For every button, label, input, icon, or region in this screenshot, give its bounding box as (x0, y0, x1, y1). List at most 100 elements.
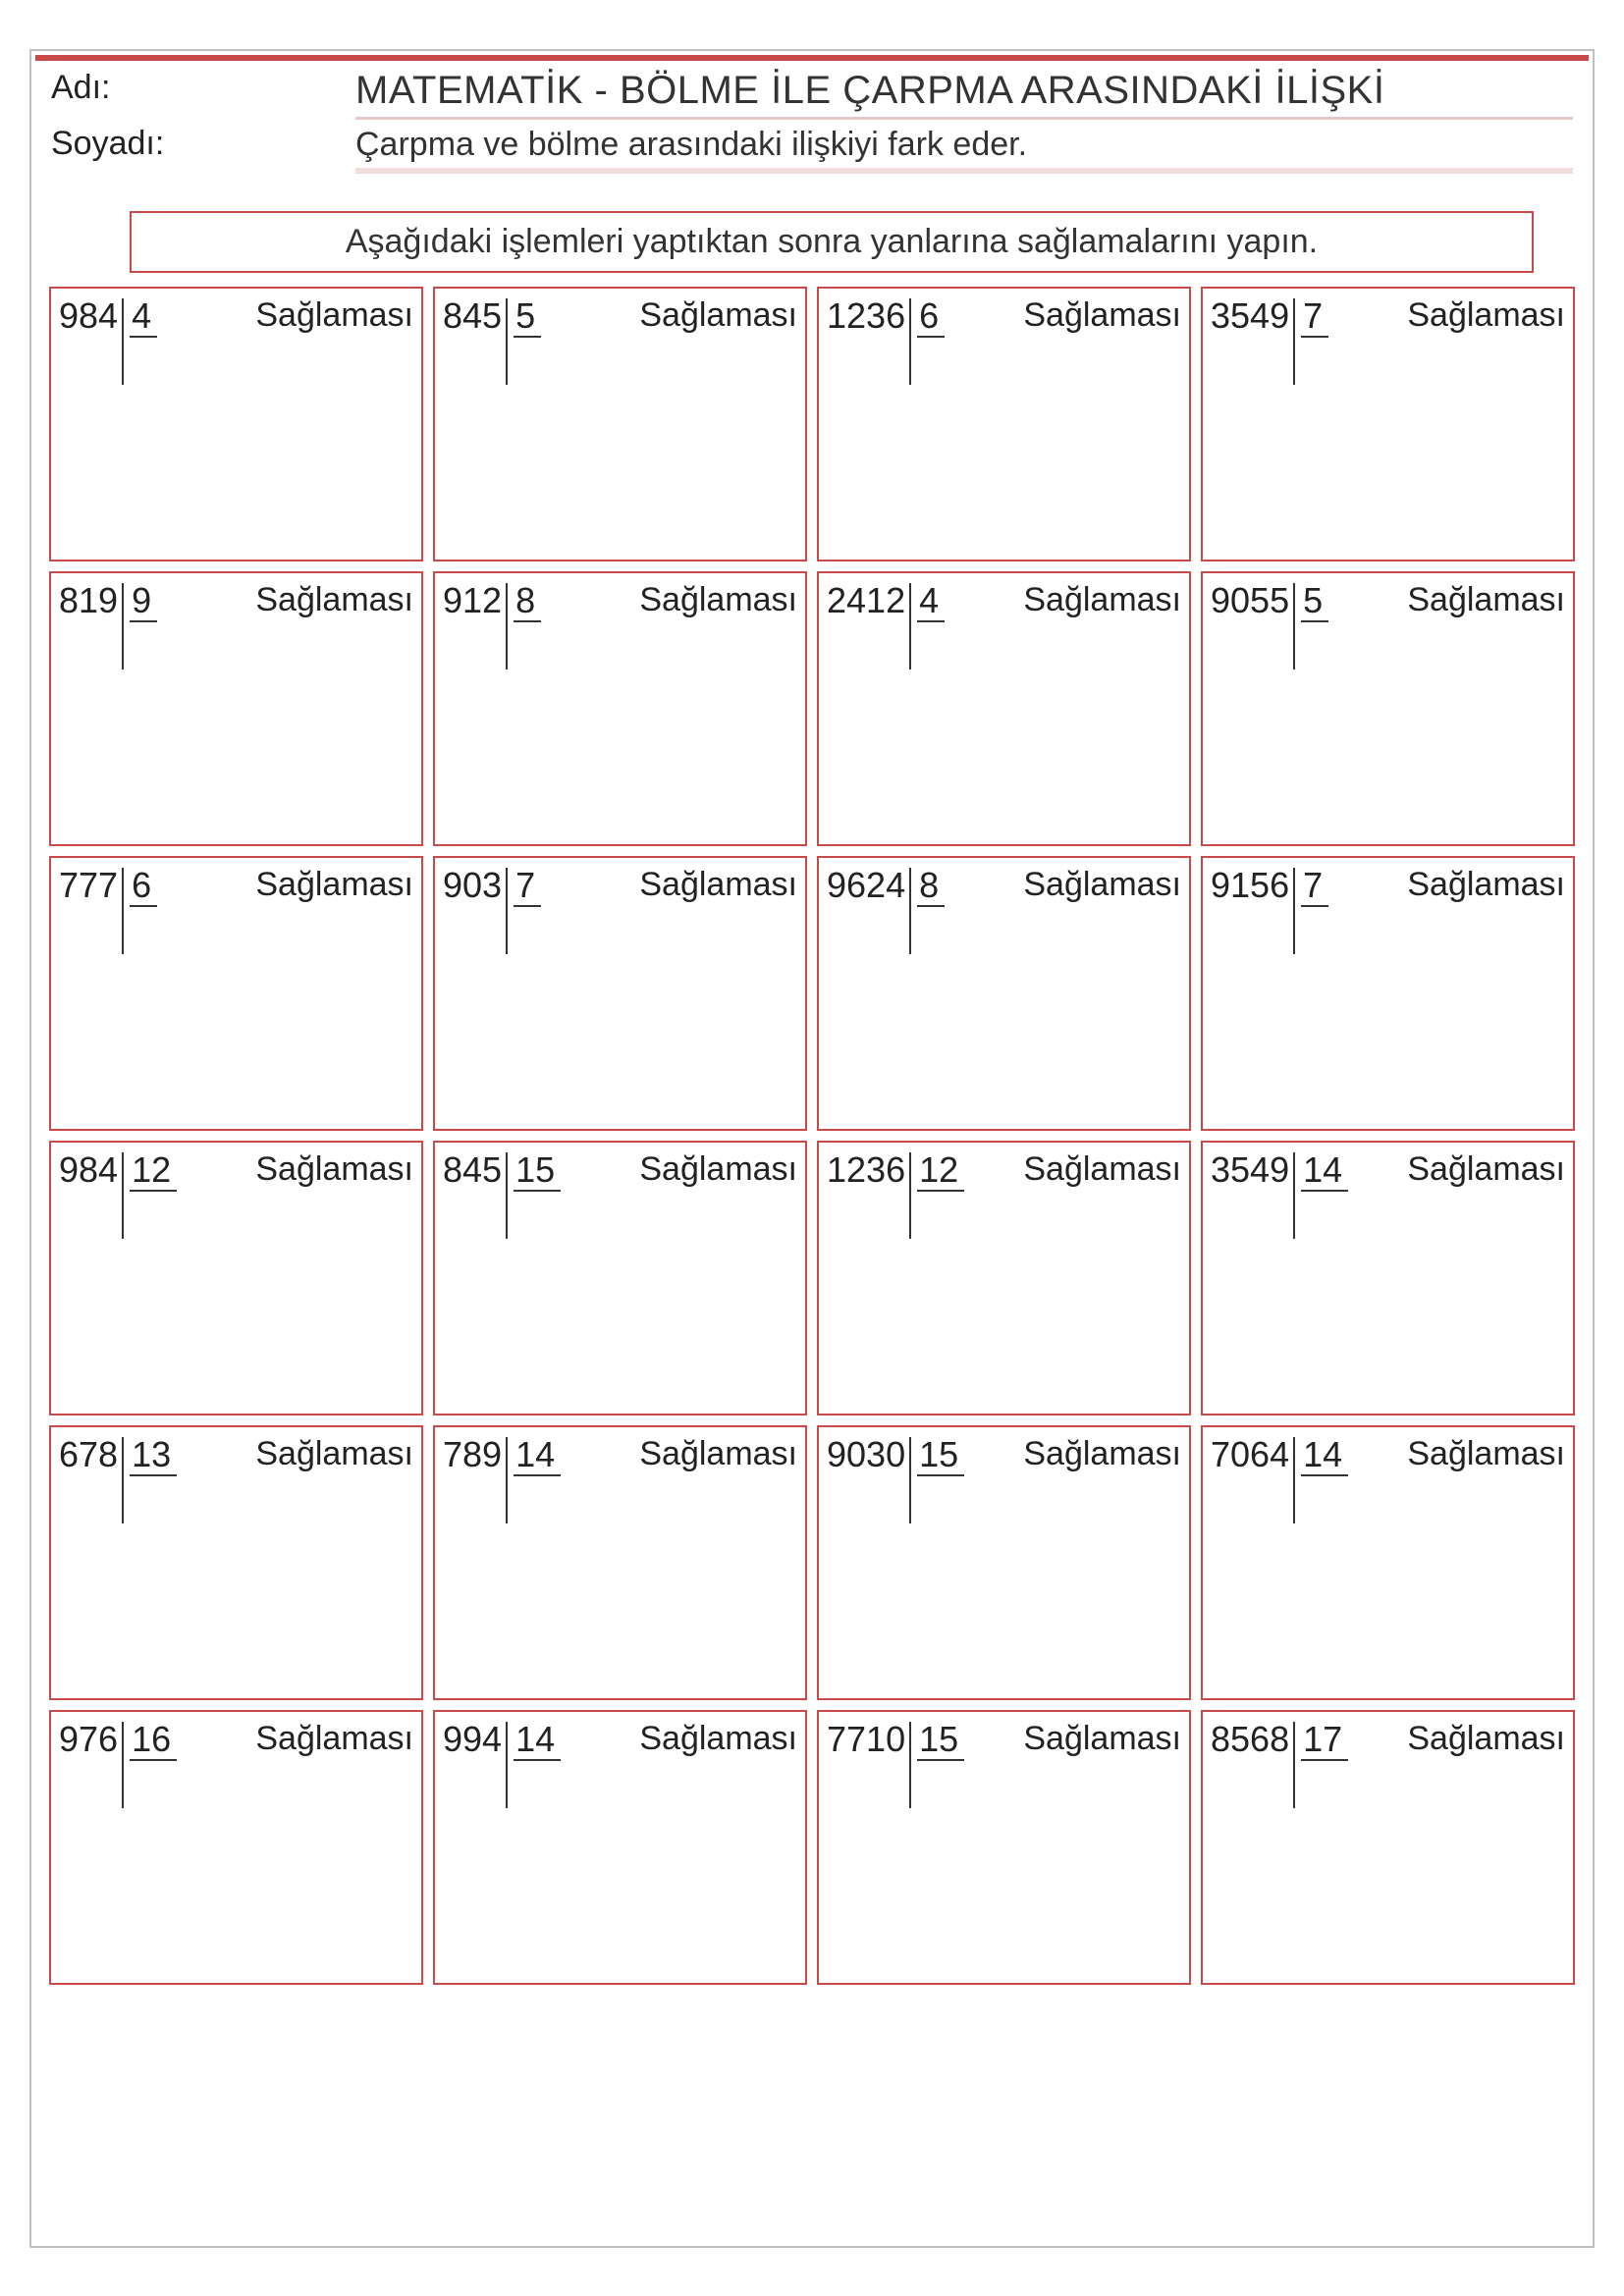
division-problem: 856817Sağlaması (1211, 1722, 1565, 1810)
check-label: Sağlaması (1395, 1722, 1565, 1755)
dividend: 994 (443, 1722, 506, 1757)
page-subtitle: Çarpma ve bölme arasındaki ilişkiyi fark… (355, 126, 1573, 174)
check-label: Sağlaması (627, 1152, 797, 1186)
check-label: Sağlaması (244, 868, 413, 901)
division-bracket: 14 (1293, 1152, 1342, 1241)
check-label: Sağlaması (1011, 1437, 1181, 1470)
check-label: Sağlaması (244, 298, 413, 332)
division-bracket: 5 (1293, 583, 1342, 671)
divisor: 12 (130, 1152, 177, 1192)
division-bracket: 16 (122, 1722, 171, 1810)
dividend: 903 (443, 868, 506, 903)
division-problem: 67813Sağlaması (59, 1437, 413, 1525)
divisor: 9 (130, 583, 157, 622)
division-bracket: 7 (1293, 868, 1342, 956)
problems-row: 97616Sağlaması99414Sağlaması771015Sağlam… (49, 1710, 1575, 1985)
surname-label: Soyadı: (51, 125, 346, 163)
divisor: 13 (130, 1437, 177, 1476)
divisor: 14 (1301, 1152, 1348, 1192)
dividend: 912 (443, 583, 506, 618)
divisor: 6 (917, 298, 945, 338)
division-problem: 98412 Sağlaması (59, 1152, 413, 1241)
check-label: Sağlaması (1395, 298, 1565, 332)
division-vertical-line (1293, 1437, 1295, 1523)
check-label: Sağlaması (627, 1437, 797, 1470)
division-problem: 9128 Sağlaması (443, 583, 797, 671)
division-problem: 99414 Sağlaması (443, 1722, 797, 1810)
division-vertical-line (909, 583, 911, 669)
problem-cell: 8455Sağlaması (433, 287, 807, 561)
division-bracket: 6 (909, 298, 958, 387)
divisor: 8 (514, 583, 541, 622)
division-vertical-line (909, 298, 911, 385)
division-vertical-line (122, 1437, 124, 1523)
problem-cell: 99414 Sağlaması (433, 1710, 807, 1985)
top-accent-bar (35, 55, 1589, 61)
division-vertical-line (909, 1152, 911, 1239)
name-label: Adı: (51, 69, 346, 107)
check-label: Sağlaması (1395, 868, 1565, 901)
divisor: 4 (130, 298, 157, 338)
problem-cell: 7776Sağlaması (49, 856, 423, 1131)
problem-cell: 903015 Sağlaması (817, 1425, 1191, 1700)
dividend: 7064 (1211, 1437, 1293, 1472)
problem-cell: 24124Sağlaması (817, 571, 1191, 846)
dividend: 678 (59, 1437, 122, 1472)
divisor: 14 (1301, 1437, 1348, 1476)
division-problem: 90555Sağlaması (1211, 583, 1565, 671)
problem-cell: 84515Sağlaması (433, 1141, 807, 1415)
header: Adı: Soyadı: MATEMATİK - BÖLME İLE ÇARPM… (31, 51, 1593, 193)
division-vertical-line (1293, 1722, 1295, 1808)
problem-cell: 78914 Sağlaması (433, 1425, 807, 1700)
check-label: Sağlaması (627, 583, 797, 616)
division-vertical-line (1293, 1152, 1295, 1239)
division-problem: 8199Sağlaması (59, 583, 413, 671)
check-label: Sağlaması (1395, 1152, 1565, 1186)
division-vertical-line (1293, 868, 1295, 954)
problem-cell: 96248Sağlaması (817, 856, 1191, 1131)
problem-cell: 8199Sağlaması (49, 571, 423, 846)
division-problem: 354914Sağlaması (1211, 1152, 1565, 1241)
dividend: 1236 (827, 298, 909, 334)
divisor: 6 (130, 868, 157, 907)
division-bracket: 7 (506, 868, 555, 956)
check-label: Sağlaması (627, 1722, 797, 1755)
division-problem: 96248Sağlaması (827, 868, 1181, 956)
divisor: 8 (917, 868, 945, 907)
dividend: 984 (59, 298, 122, 334)
division-vertical-line (122, 868, 124, 954)
check-label: Sağlaması (1395, 1437, 1565, 1470)
divisor: 15 (917, 1722, 964, 1761)
dividend: 789 (443, 1437, 506, 1472)
division-bracket: 14 (506, 1437, 555, 1525)
divisor: 17 (1301, 1722, 1348, 1761)
division-vertical-line (506, 298, 508, 385)
division-vertical-line (909, 1722, 911, 1808)
problems-row: 7776Sağlaması9037Sağlaması96248Sağlaması… (49, 856, 1575, 1131)
title-column: MATEMATİK - BÖLME İLE ÇARPMA ARASINDAKİ … (346, 69, 1573, 193)
division-problem: 91567Sağlaması (1211, 868, 1565, 956)
divisor: 16 (130, 1722, 177, 1761)
instruction-box: Aşağıdaki işlemleri yaptıktan sonra yanl… (130, 211, 1534, 273)
dividend: 845 (443, 1152, 506, 1188)
dividend: 845 (443, 298, 506, 334)
check-label: Sağlaması (1011, 298, 1181, 332)
name-fields: Adı: Soyadı: (51, 69, 346, 193)
worksheet-page: Adı: Soyadı: MATEMATİK - BÖLME İLE ÇARPM… (29, 49, 1595, 2248)
division-vertical-line (1293, 583, 1295, 669)
dividend: 9030 (827, 1437, 909, 1472)
problem-cell: 771015Sağlaması (817, 1710, 1191, 1985)
check-label: Sağlaması (1395, 583, 1565, 616)
division-problem: 12366 Sağlaması (827, 298, 1181, 387)
check-label: Sağlaması (244, 1152, 413, 1186)
divisor: 5 (1301, 583, 1328, 622)
dividend: 984 (59, 1152, 122, 1188)
problems-row: 98412Sağlaması84515Sağlaması123612Sağlam… (49, 1141, 1575, 1415)
problems-row: 8199Sağlaması 9128 Sağlaması 24124Sağlaması… (49, 571, 1575, 846)
problem-cell: 12366 Sağlaması (817, 287, 1191, 561)
problem-cell: 123612Sağlaması (817, 1141, 1191, 1415)
dividend: 9624 (827, 868, 909, 903)
division-bracket: 15 (909, 1437, 958, 1525)
division-bracket: 14 (506, 1722, 555, 1810)
division-problem: 24124Sağlaması (827, 583, 1181, 671)
